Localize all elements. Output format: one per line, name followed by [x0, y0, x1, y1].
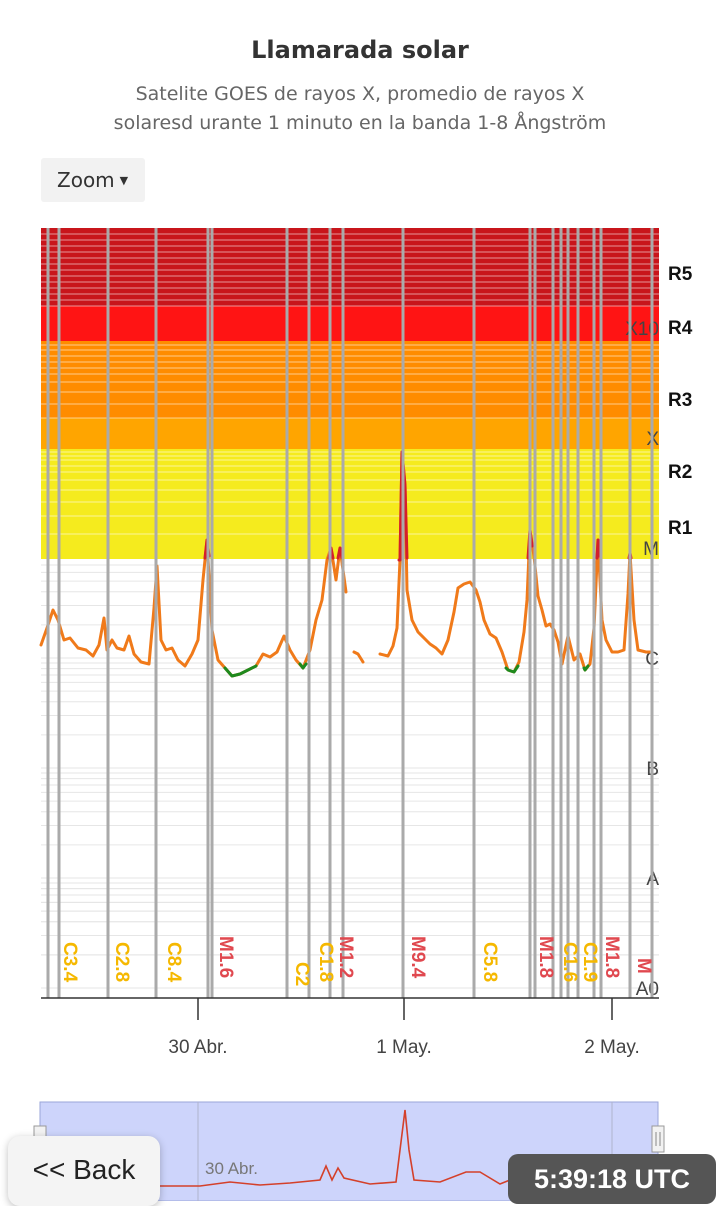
flare-label: C1.6	[559, 942, 580, 982]
flare-label: C2.8	[111, 942, 132, 982]
flare-labels: C3.4 C2.8 C8.4 M1.6 C2 C1.8 M1.2 M9.4 C5.8 M1.8 C1…	[59, 936, 654, 986]
navigator-date-label: 30 Abr.	[205, 1159, 258, 1178]
flare-label: C1.8	[315, 942, 336, 982]
flux-line-below-c	[223, 664, 258, 678]
flux-line-below-c	[582, 664, 590, 672]
flux-line-segment	[352, 650, 365, 664]
band-r5	[41, 228, 659, 306]
flare-label: M1.2	[335, 936, 356, 978]
flux-line-below-c	[504, 664, 520, 674]
event-lines	[46, 228, 654, 998]
band-r4	[41, 306, 659, 341]
flare-label: M1.6	[215, 936, 236, 978]
utc-clock: 5:39:18 UTC	[508, 1154, 716, 1204]
chart-subtitle: Satelite GOES de rayos X, promedio de ra…	[60, 80, 660, 138]
x-tick-label: 2 May.	[584, 1037, 640, 1058]
back-button[interactable]: << Back	[8, 1136, 160, 1206]
flux-line-above-m	[336, 546, 344, 560]
r-level-label: R2	[668, 462, 692, 483]
r-level-label: R5	[668, 264, 693, 285]
flare-label: C8.4	[163, 942, 184, 983]
flare-label: M	[633, 958, 654, 974]
band-r1	[41, 449, 659, 559]
x-axis: 30 Abr. 1 May. 2 May.	[41, 997, 659, 1058]
flux-line-below-c	[298, 662, 308, 670]
flare-label: M1.8	[601, 936, 622, 978]
flare-label: M9.4	[407, 936, 428, 979]
flux-line-above-m	[595, 538, 601, 560]
band-r3	[41, 341, 659, 418]
r-level-bands	[41, 228, 659, 559]
flare-label: C2	[291, 962, 312, 986]
navigator-right-handle[interactable]	[651, 1125, 665, 1153]
caret-down-icon: ▼	[119, 174, 129, 187]
r-level-label: R3	[668, 390, 692, 411]
x-tick-label: 30 Abr.	[168, 1037, 227, 1058]
flare-label: M1.8	[535, 936, 556, 978]
r-level-label: R4	[668, 318, 693, 339]
zoom-button[interactable]: Zoom ▼	[41, 158, 145, 202]
r-level-labels: R1 R2 R3 R4 R5	[668, 264, 693, 539]
flare-label: C1.9	[579, 942, 600, 982]
x-tick-label: 1 May.	[376, 1037, 432, 1058]
grid-lines	[41, 564, 659, 989]
flare-label: C3.4	[59, 942, 80, 983]
subtitle-line-2: solaresd urante 1 minuto en la banda 1-8…	[113, 112, 607, 134]
flare-label: C5.8	[479, 942, 500, 982]
band-r2	[41, 418, 659, 449]
subtitle-line-1: Satelite GOES de rayos X, promedio de ra…	[135, 83, 585, 105]
zoom-label: Zoom	[57, 168, 115, 192]
chart-title: Llamarada solar	[251, 36, 469, 64]
flux-line-segment	[378, 450, 654, 674]
r-level-label: R1	[668, 518, 693, 539]
